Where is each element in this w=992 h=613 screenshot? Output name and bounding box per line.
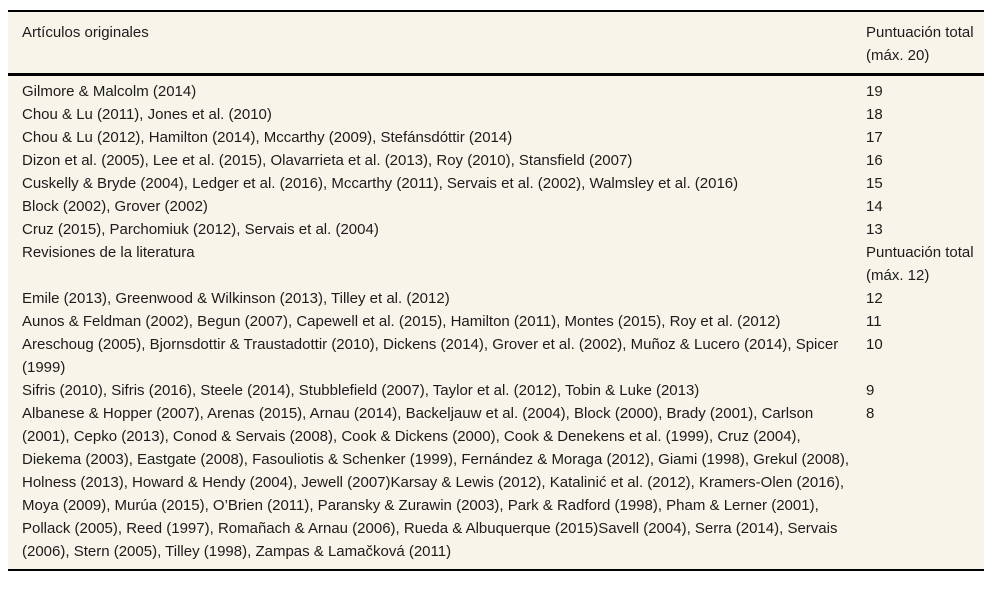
articles-cell: Sifris (2010), Sifris (2016), Steele (20… xyxy=(22,382,700,399)
score-cell: 17 xyxy=(866,129,883,146)
article-scores-table-container: Artículos originales Puntuación total (m… xyxy=(8,10,984,571)
articles-cell: Chou & Lu (2011), Jones et al. (2010) xyxy=(22,106,272,123)
score-cell: 13 xyxy=(866,221,883,238)
table-row: Aunos & Feldman (2002), Begun (2007), Ca… xyxy=(8,310,984,333)
articles-cell: Aunos & Feldman (2002), Begun (2007), Ca… xyxy=(22,313,781,330)
table-row: Block (2002), Grover (2002) 14 xyxy=(8,195,984,218)
score-cell: 12 xyxy=(866,290,883,307)
score-column-header: Puntuación total (máx. 12) xyxy=(866,244,974,284)
table-row: Areschoug (2005), Bjornsdottir & Trausta… xyxy=(8,333,984,379)
table-row: Cuskelly & Bryde (2004), Ledger et al. (… xyxy=(8,172,984,195)
articles-cell: Gilmore & Malcolm (2014) xyxy=(22,83,197,100)
table-row: Chou & Lu (2011), Jones et al. (2010) 18 xyxy=(8,103,984,126)
score-cell: 14 xyxy=(866,198,883,215)
section-title: Revisiones de la literatura xyxy=(22,244,195,261)
articles-cell: Emile (2013), Greenwood & Wilkinson (201… xyxy=(22,290,450,307)
article-scores-table: Artículos originales Puntuación total (m… xyxy=(8,12,984,569)
table-row: Albanese & Hopper (2007), Arenas (2015),… xyxy=(8,402,984,569)
table-row: Chou & Lu (2012), Hamilton (2014), Mccar… xyxy=(8,126,984,149)
articles-cell: Cuskelly & Bryde (2004), Ledger et al. (… xyxy=(22,175,739,192)
table-row: Cruz (2015), Parchomiuk (2012), Servais … xyxy=(8,218,984,241)
score-cell: 11 xyxy=(866,313,882,330)
score-cell: 9 xyxy=(866,382,875,399)
score-cell: 8 xyxy=(866,405,875,422)
score-cell: 10 xyxy=(866,336,883,353)
table-row: Gilmore & Malcolm (2014) 19 xyxy=(8,75,984,104)
articles-cell: Albanese & Hopper (2007), Arenas (2015),… xyxy=(22,405,850,560)
score-column-header: Puntuación total (máx. 20) xyxy=(866,12,984,76)
articles-cell: Block (2002), Grover (2002) xyxy=(22,198,208,215)
articles-cell: Chou & Lu (2012), Hamilton (2014), Mccar… xyxy=(22,129,513,146)
table-row: Sifris (2010), Sifris (2016), Steele (20… xyxy=(8,379,984,402)
score-cell: 15 xyxy=(866,175,883,192)
table-section-header-original-articles: Artículos originales Puntuación total (m… xyxy=(8,12,984,76)
score-cell: 19 xyxy=(866,83,883,100)
table-section-header-literature-reviews: Revisiones de la literatura Puntuación t… xyxy=(8,241,984,287)
articles-cell: Areschoug (2005), Bjornsdottir & Trausta… xyxy=(22,336,839,376)
table-row: Emile (2013), Greenwood & Wilkinson (201… xyxy=(8,287,984,310)
section-title: Artículos originales xyxy=(8,12,866,76)
table-row: Dizon et al. (2005), Lee et al. (2015), … xyxy=(8,149,984,172)
articles-cell: Cruz (2015), Parchomiuk (2012), Servais … xyxy=(22,221,379,238)
articles-cell: Dizon et al. (2005), Lee et al. (2015), … xyxy=(22,152,633,169)
score-cell: 18 xyxy=(866,106,883,123)
score-cell: 16 xyxy=(866,152,883,169)
